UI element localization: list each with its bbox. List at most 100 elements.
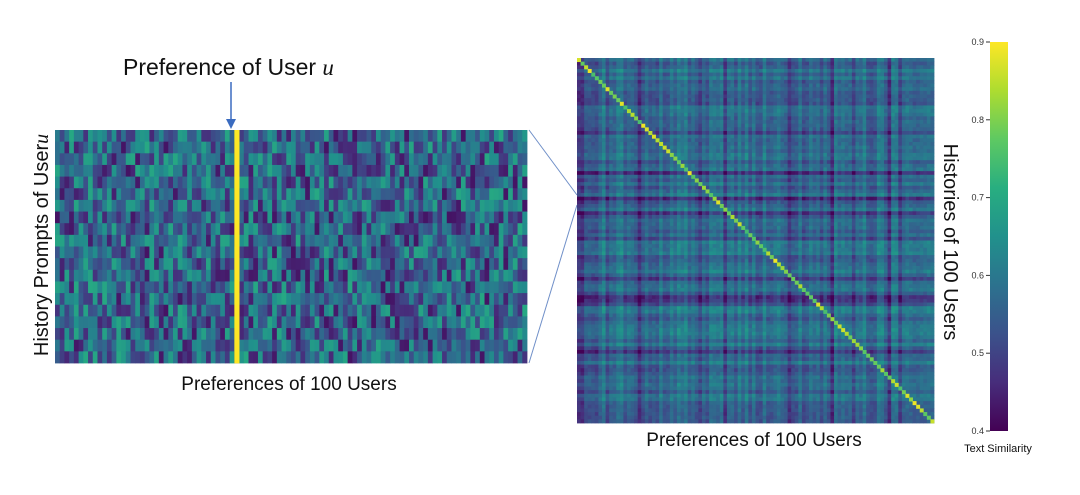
heatmap-cell bbox=[876, 149, 881, 154]
heatmap-cell bbox=[641, 138, 646, 143]
heatmap-cell bbox=[705, 123, 710, 128]
heatmap-cell bbox=[830, 160, 835, 165]
heatmap-cell bbox=[791, 98, 796, 103]
heatmap-cell bbox=[262, 199, 268, 212]
heatmap-cell bbox=[644, 123, 649, 128]
heatmap-cell bbox=[841, 141, 846, 146]
heatmap-cell bbox=[427, 246, 433, 259]
heatmap-cell bbox=[361, 141, 367, 154]
heatmap-cell bbox=[734, 145, 739, 150]
heatmap-cell bbox=[676, 149, 681, 154]
heatmap-cell bbox=[314, 234, 320, 247]
heatmap-cell bbox=[577, 149, 581, 154]
heatmap-cell bbox=[755, 156, 760, 161]
heatmap-cell bbox=[873, 101, 878, 106]
heatmap-cell bbox=[723, 61, 728, 66]
heatmap-cell bbox=[848, 163, 853, 168]
heatmap-cell bbox=[837, 83, 842, 88]
heatmap-cell bbox=[69, 188, 75, 201]
heatmap-cell bbox=[64, 223, 70, 236]
heatmap-cell bbox=[328, 199, 334, 212]
heatmap-cell bbox=[673, 138, 678, 143]
heatmap-cell bbox=[333, 223, 339, 236]
heatmap-cell bbox=[413, 293, 419, 306]
heatmap-cell bbox=[698, 112, 703, 117]
heatmap-cell bbox=[427, 223, 433, 236]
heatmap-cell bbox=[609, 134, 614, 139]
heatmap-cell bbox=[776, 116, 781, 121]
heatmap-cell bbox=[641, 72, 646, 77]
heatmap-cell bbox=[503, 246, 509, 259]
heatmap-cell bbox=[623, 149, 628, 154]
heatmap-cell bbox=[598, 141, 603, 146]
heatmap-cell bbox=[730, 134, 735, 139]
heatmap-cell bbox=[805, 90, 810, 95]
heatmap-cell bbox=[196, 316, 202, 329]
heatmap-cell bbox=[769, 163, 774, 168]
heatmap-cell bbox=[719, 152, 724, 157]
heatmap-cell bbox=[630, 58, 635, 63]
heatmap-cell bbox=[609, 123, 614, 128]
heatmap-cell bbox=[591, 94, 596, 99]
heatmap-cell bbox=[884, 79, 888, 84]
heatmap-cell bbox=[484, 130, 490, 143]
heatmap-cell bbox=[442, 269, 448, 282]
heatmap-cell bbox=[319, 281, 325, 294]
heatmap-cell bbox=[712, 152, 717, 157]
heatmap-cell bbox=[784, 94, 789, 99]
heatmap-cell bbox=[594, 127, 599, 132]
heatmap-cell bbox=[644, 83, 649, 88]
heatmap-cell bbox=[229, 269, 235, 282]
heatmap-cell bbox=[201, 223, 207, 236]
heatmap-cell bbox=[580, 127, 585, 132]
heatmap-cell bbox=[876, 87, 881, 92]
heatmap-cell bbox=[177, 223, 183, 236]
heatmap-cell bbox=[361, 199, 367, 212]
heatmap-cell bbox=[680, 68, 685, 73]
heatmap-cell bbox=[816, 145, 821, 150]
heatmap-cell bbox=[125, 293, 131, 306]
heatmap-cell bbox=[352, 269, 358, 282]
heatmap-cell bbox=[651, 87, 656, 92]
heatmap-cell bbox=[841, 149, 846, 154]
heatmap-cell bbox=[901, 138, 906, 143]
heatmap-cell bbox=[869, 141, 874, 146]
heatmap-cell bbox=[206, 164, 212, 177]
heatmap-cell bbox=[295, 304, 301, 317]
heatmap-cell bbox=[475, 293, 481, 306]
heatmap-cell bbox=[730, 116, 735, 121]
heatmap-cell bbox=[723, 152, 728, 157]
heatmap-cell bbox=[898, 123, 903, 128]
heatmap-cell bbox=[834, 76, 839, 81]
heatmap-cell bbox=[257, 211, 264, 224]
heatmap-cell bbox=[748, 123, 753, 128]
heatmap-cell bbox=[912, 120, 917, 125]
heatmap-cell bbox=[309, 304, 315, 317]
heatmap-cell bbox=[173, 269, 179, 282]
heatmap-cell bbox=[648, 120, 653, 125]
heatmap-cell bbox=[655, 101, 660, 106]
heatmap-cell bbox=[390, 304, 396, 317]
heatmap-cell bbox=[766, 98, 771, 103]
heatmap-cell bbox=[333, 351, 339, 364]
heatmap-cell bbox=[719, 145, 724, 150]
heatmap-cell bbox=[493, 188, 500, 201]
heatmap-cell bbox=[616, 120, 621, 125]
heatmap-cell bbox=[873, 149, 878, 154]
heatmap-cell bbox=[173, 316, 179, 329]
heatmap-cell bbox=[220, 153, 226, 166]
heatmap-cell bbox=[456, 304, 462, 317]
heatmap-cell bbox=[616, 152, 621, 157]
heatmap-cell bbox=[844, 138, 849, 143]
heatmap-cell bbox=[662, 134, 667, 139]
heatmap-cell bbox=[239, 281, 245, 294]
heatmap-cell bbox=[163, 153, 169, 166]
heatmap-cell bbox=[390, 234, 396, 247]
heatmap-cell bbox=[503, 176, 509, 189]
heatmap-cell bbox=[694, 90, 699, 95]
heatmap-cell bbox=[923, 105, 928, 110]
heatmap-cell bbox=[423, 141, 429, 154]
heatmap-cell bbox=[780, 105, 785, 110]
heatmap-cell bbox=[111, 293, 117, 306]
heatmap-cell bbox=[780, 58, 785, 63]
